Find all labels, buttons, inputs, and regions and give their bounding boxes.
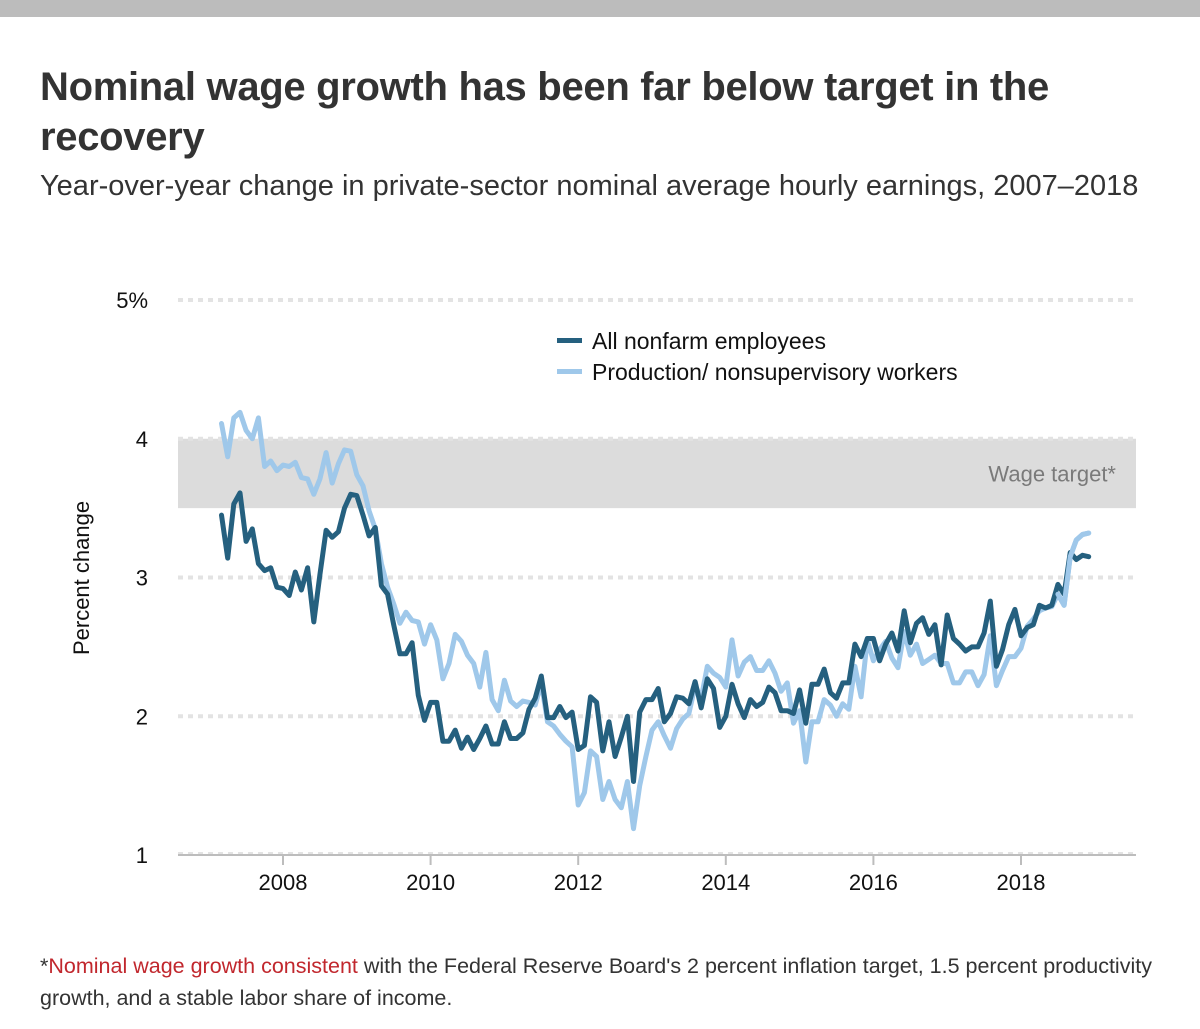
series-line-production (219, 409, 1092, 832)
footnote-highlight: Nominal wage growth consistent (48, 954, 358, 978)
x-tick-label: 2010 (406, 870, 455, 895)
axes: 2008 2010 2012 2014 2016 2018 (259, 856, 1046, 895)
series-line-all-nonfarm (219, 490, 1092, 784)
line-chart: Wage target* 1 2 3 4 5% 2008 2010 2012 2014 2016… (69, 288, 1136, 895)
x-tick-label: 2012 (554, 870, 603, 895)
legend-label-production: Production/ nonsupervisory workers (592, 359, 958, 385)
wage-target-label: Wage target* (988, 461, 1116, 486)
top-bar (0, 0, 1200, 17)
x-tick-label: 2018 (997, 870, 1046, 895)
y-axis-title: Percent change (69, 501, 94, 655)
chart-subtitle: Year-over-year change in private-sector … (40, 170, 1139, 202)
footnote-text: with the Federal Reserve Board's 2 perce… (40, 954, 1152, 1010)
legend-swatch-production (557, 369, 582, 374)
legend: All nonfarm employees Production/ nonsup… (557, 328, 958, 385)
series-line-production-tail (1055, 530, 1092, 608)
x-tick-label: 2016 (849, 870, 898, 895)
legend-label-all-nonfarm: All nonfarm employees (592, 328, 826, 354)
footnote-asterisk: * (40, 954, 49, 978)
y-tick-label: 3 (136, 566, 148, 591)
chart-title: Nominal wage growth has been far below t… (40, 65, 1049, 159)
y-tick-label: 5% (116, 288, 148, 313)
y-tick-label: 1 (136, 843, 148, 868)
y-tick-label: 4 (136, 427, 148, 452)
series-layer (219, 409, 1092, 832)
x-tick-label: 2014 (701, 870, 750, 895)
x-tick-label: 2008 (259, 870, 308, 895)
gridlines: 1 2 3 4 5% (116, 288, 1136, 868)
y-tick-label: 2 (136, 704, 148, 729)
legend-swatch-all-nonfarm (557, 338, 582, 343)
footnote: *Nominal wage growth consistent with the… (40, 950, 1160, 1014)
